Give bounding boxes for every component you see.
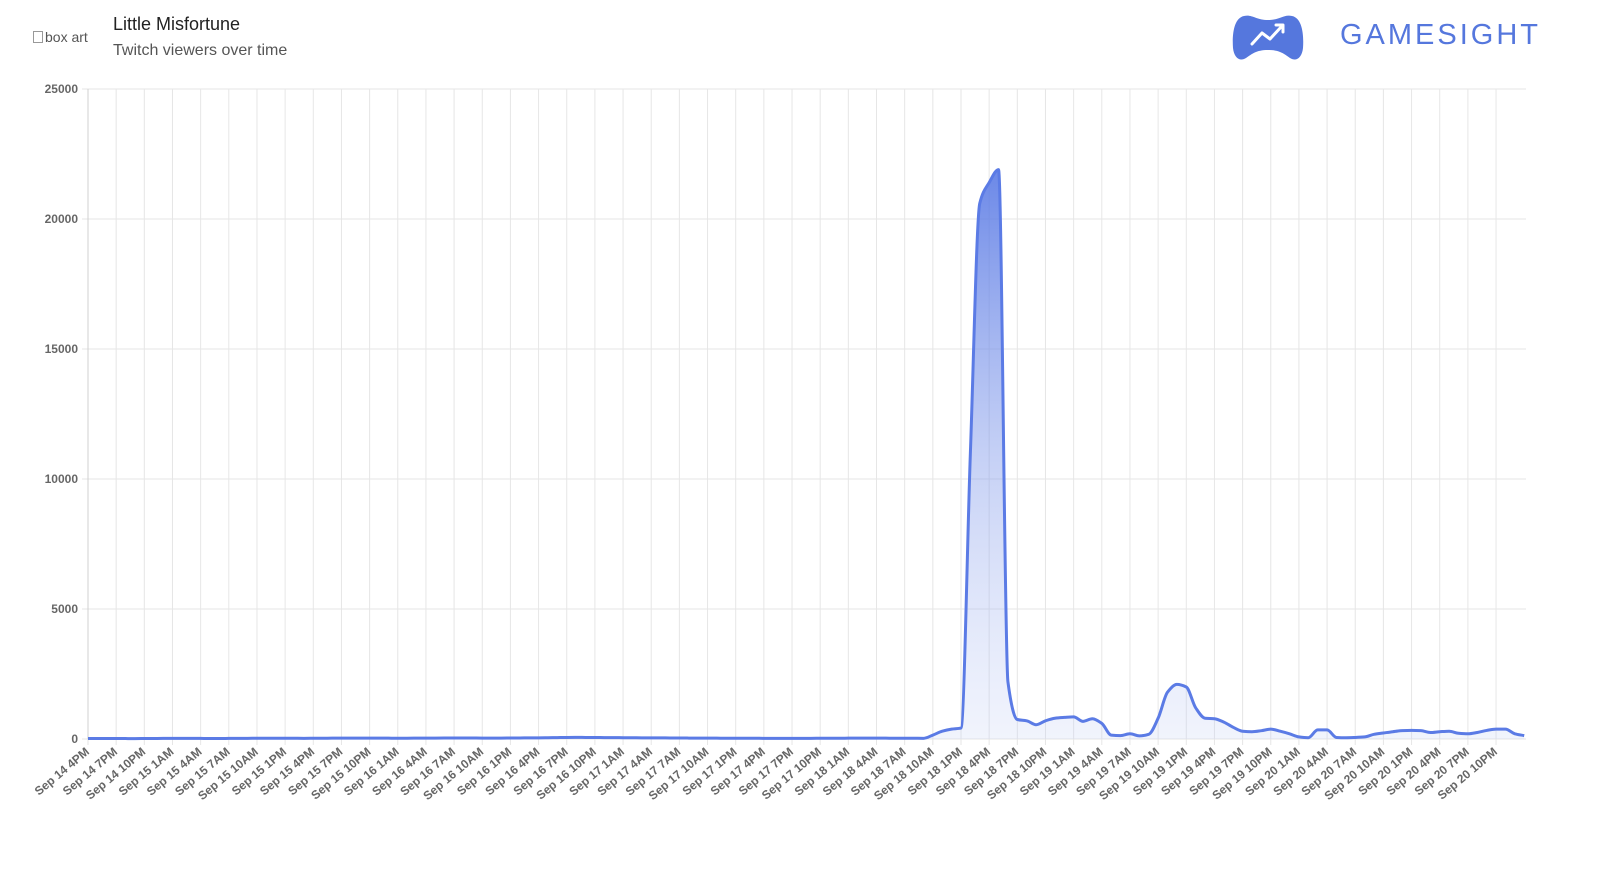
image-alt: box art xyxy=(45,29,88,45)
box-art: box art xyxy=(33,29,88,45)
y-tick-label: 5000 xyxy=(51,602,78,616)
y-tick-label: 25000 xyxy=(45,82,79,96)
y-tick-label: 10000 xyxy=(45,472,79,486)
line xyxy=(87,168,1525,741)
subtitle: Twitch viewers over time xyxy=(113,42,288,59)
area xyxy=(88,169,1525,740)
brand: GAMESIGHT xyxy=(1340,19,1542,51)
title: Little Misfortune xyxy=(113,14,241,34)
y-tick-label: 0 xyxy=(71,732,78,746)
logo xyxy=(1232,15,1304,60)
header: box art Little Misfortune Twitch viewers… xyxy=(0,0,1600,80)
y-tick-label: 15000 xyxy=(45,342,79,356)
y-tick-label: 20000 xyxy=(45,212,79,226)
